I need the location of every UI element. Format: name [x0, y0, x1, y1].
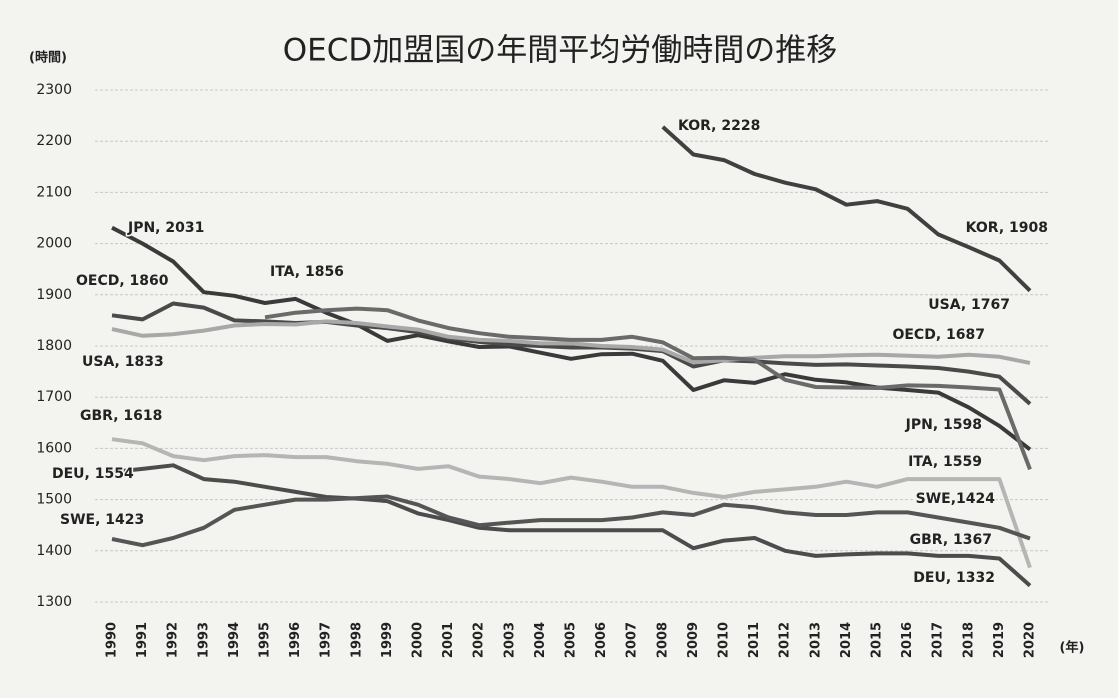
x-tick-label: 2006 — [594, 622, 609, 658]
x-tick-label: 2016 — [900, 622, 915, 658]
x-tick-label: 2014 — [839, 622, 854, 658]
x-tick-label: 2010 — [717, 622, 732, 658]
series-line — [661, 125, 1032, 293]
data-label: GBR, 1618 — [80, 408, 162, 424]
series-line — [111, 437, 1032, 569]
y-tick-label: 2000 — [36, 236, 72, 252]
y-tick-label: 2300 — [36, 82, 72, 98]
x-tick-label: 2004 — [533, 622, 548, 658]
x-tick-label: 2020 — [1023, 622, 1038, 658]
x-axis-label: (年) — [1060, 640, 1085, 656]
x-tick-label: 2015 — [870, 622, 885, 658]
y-tick-label: 2100 — [36, 184, 72, 200]
data-label: KOR, 2228 — [678, 118, 760, 134]
x-tick-label: 2009 — [686, 622, 701, 658]
data-label: OECD, 1687 — [892, 327, 985, 343]
x-tick-label: 1990 — [105, 622, 120, 658]
y-tick-label: 1900 — [36, 287, 72, 303]
data-label: ITA, 1856 — [270, 264, 344, 280]
x-tick-label: 2001 — [441, 622, 456, 658]
x-tick-label: 2019 — [992, 622, 1007, 658]
data-label: ITA, 1559 — [908, 454, 982, 470]
y-tick-label: 1600 — [36, 440, 72, 456]
x-tick-label: 1995 — [258, 622, 273, 658]
x-tick-label: 2007 — [625, 622, 640, 658]
x-tick-label: 2002 — [472, 622, 487, 658]
data-label: JPN, 1598 — [905, 417, 982, 433]
x-tick-label: 2008 — [655, 622, 670, 658]
x-tick-label: 1994 — [227, 622, 242, 658]
data-label: GBR, 1367 — [910, 532, 992, 548]
x-tick-label: 1998 — [349, 622, 364, 658]
y-tick-label: 1500 — [36, 492, 72, 508]
y-tick-label: 2200 — [36, 133, 72, 149]
x-tick-label: 2003 — [502, 622, 517, 658]
x-tick-label: 2013 — [808, 622, 823, 658]
x-tick-label: 2018 — [961, 622, 976, 658]
x-tick-label: 1991 — [135, 622, 150, 658]
data-label: USA, 1833 — [82, 354, 164, 370]
x-tick-label: 2012 — [778, 622, 793, 658]
data-label: KOR, 1908 — [966, 220, 1048, 236]
x-tick-label: 1996 — [288, 622, 303, 658]
series-line — [111, 301, 1032, 406]
x-tick-label: 2011 — [747, 622, 762, 658]
data-label: DEU, 1554 — [52, 466, 134, 482]
y-tick-label: 1800 — [36, 338, 72, 354]
data-label: USA, 1767 — [928, 297, 1010, 313]
series-line — [111, 319, 1031, 365]
x-tick-label: 1993 — [196, 622, 211, 658]
y-tick-label: 1400 — [36, 543, 72, 559]
series-line — [111, 494, 1031, 548]
y-tick-label: 1700 — [36, 389, 72, 405]
x-tick-label: 2005 — [564, 622, 579, 658]
y-tick-label: 1300 — [36, 594, 72, 610]
chart-title: OECD加盟国の年間平均労働時間の推移 — [283, 33, 838, 69]
data-label: DEU, 1332 — [913, 570, 995, 586]
x-tick-label: 1999 — [380, 622, 395, 658]
x-tick-label: 1997 — [319, 622, 334, 658]
data-label: JPN, 2031 — [127, 220, 204, 236]
x-tick-label: 2017 — [931, 622, 946, 658]
series-line — [111, 463, 1032, 588]
x-tick-label: 1992 — [166, 622, 181, 658]
data-label: SWE,1424 — [916, 491, 996, 507]
data-label: OECD, 1860 — [76, 273, 169, 289]
y-axis-label: (時間) — [29, 50, 67, 66]
x-tick-label: 2000 — [411, 622, 426, 658]
data-label: SWE, 1423 — [60, 512, 144, 528]
series-line — [264, 306, 1032, 471]
